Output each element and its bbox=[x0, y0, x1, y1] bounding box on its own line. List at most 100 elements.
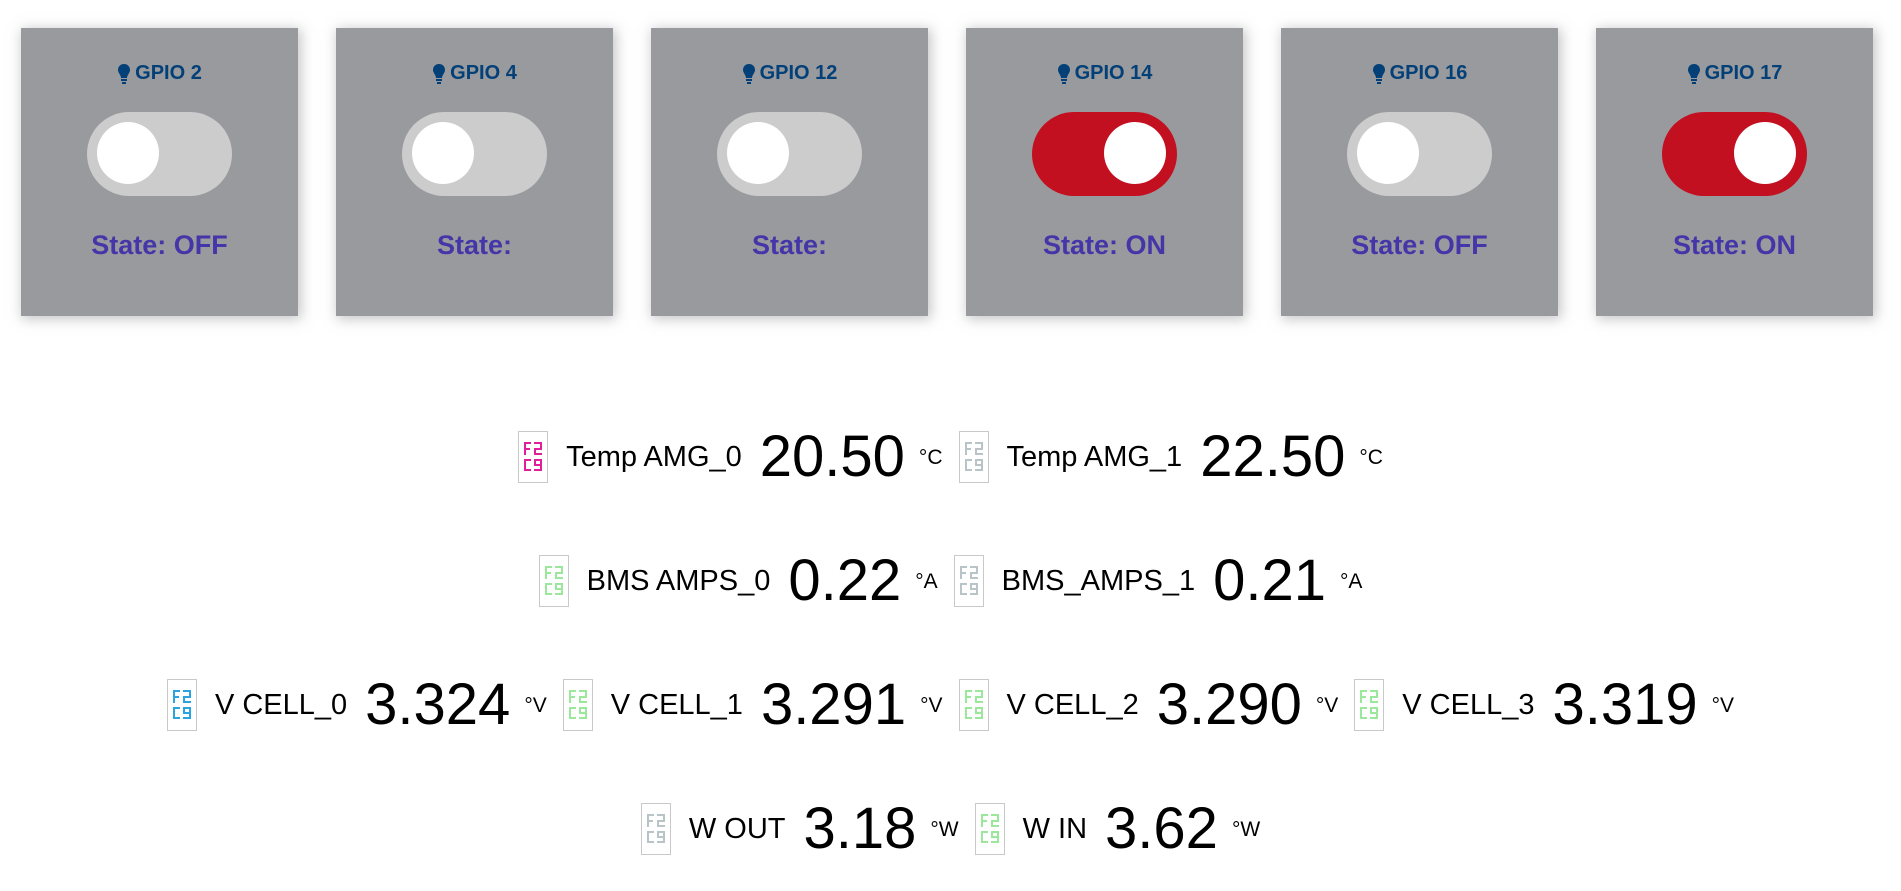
reading-value: 3.324 bbox=[365, 672, 511, 737]
reading-label: BMS_AMPS_1 bbox=[1001, 564, 1196, 597]
card-title: GPIO 17 bbox=[1596, 62, 1873, 85]
reading-label: V CELL_2 bbox=[1006, 688, 1139, 721]
sensor-glyph-icon bbox=[166, 679, 197, 731]
gpio-state: State: bbox=[436, 230, 512, 260]
sensor-glyph-icon bbox=[562, 679, 593, 731]
card-title: GPIO 2 bbox=[21, 62, 298, 85]
sensor-readings: Temp AMG_0 20.50 °C Temp AMG_1 22.50 °C BMS A… bbox=[0, 395, 1901, 891]
sensor-reading: Temp AMG_1 22.50 °C bbox=[958, 424, 1383, 489]
toggle-knob bbox=[727, 122, 789, 184]
sensor-reading: W IN 3.62 °W bbox=[974, 796, 1261, 861]
sensor-reading: V CELL_0 3.324 °V bbox=[166, 672, 547, 737]
reading-unit: °W bbox=[1231, 818, 1261, 841]
sensor-glyph-icon bbox=[640, 803, 671, 855]
toggle-knob bbox=[1357, 122, 1419, 184]
lightbulb-icon bbox=[1057, 63, 1071, 85]
gpio-card: GPIO 2 State: OFF bbox=[21, 28, 298, 316]
reading-label: Temp AMG_1 bbox=[1006, 440, 1183, 473]
temperature-row: Temp AMG_0 20.50 °C Temp AMG_1 22.50 °C bbox=[0, 395, 1901, 519]
gpio-card: GPIO 16 State: OFF bbox=[1281, 28, 1558, 316]
reading-label: V CELL_3 bbox=[1402, 688, 1535, 721]
gpio-title: GPIO 2 bbox=[135, 62, 202, 84]
sensor-reading: V CELL_1 3.291 °V bbox=[562, 672, 943, 737]
reading-unit: °V bbox=[524, 694, 547, 717]
sensor-glyph-icon bbox=[518, 431, 549, 483]
reading-value: 3.319 bbox=[1552, 672, 1698, 737]
card-title: GPIO 4 bbox=[336, 62, 613, 85]
gpio-toggle-switch[interactable] bbox=[717, 112, 862, 196]
gpio-toggle-switch[interactable] bbox=[1032, 112, 1177, 196]
sensor-glyph-icon bbox=[953, 555, 984, 607]
gpio-toggle-switch[interactable] bbox=[1347, 112, 1492, 196]
reading-unit: °C bbox=[918, 446, 943, 469]
reading-value: 3.290 bbox=[1156, 672, 1302, 737]
gpio-state: State: ON bbox=[1042, 230, 1167, 260]
reading-label: Temp AMG_0 bbox=[566, 440, 742, 473]
sensor-glyph-svg bbox=[646, 814, 665, 843]
gpio-state: State: OFF bbox=[91, 230, 228, 260]
reading-unit: °C bbox=[1359, 446, 1383, 469]
gpio-card: GPIO 4 State: bbox=[336, 28, 613, 316]
sensor-glyph-svg bbox=[568, 690, 587, 719]
gpio-toggle-switch[interactable] bbox=[402, 112, 547, 196]
card-title: GPIO 14 bbox=[966, 62, 1243, 85]
reading-value: 3.291 bbox=[760, 672, 907, 737]
lightbulb-icon bbox=[1372, 63, 1386, 85]
power-row: W OUT 3.18 °W W IN 3.62 °W bbox=[0, 767, 1901, 891]
gpio-toggle-switch[interactable] bbox=[87, 112, 232, 196]
gpio-state: State: bbox=[751, 230, 827, 260]
sensor-reading: BMS AMPS_0 0.22 °A bbox=[538, 548, 938, 613]
sensor-reading: Temp AMG_0 20.50 °C bbox=[518, 424, 943, 489]
reading-unit: °A bbox=[915, 570, 938, 593]
sensor-glyph-svg bbox=[524, 442, 543, 471]
gpio-title: GPIO 14 bbox=[1074, 62, 1153, 84]
reading-value: 0.22 bbox=[788, 548, 902, 613]
reading-value: 0.21 bbox=[1213, 548, 1326, 613]
sensor-reading: V CELL_3 3.319 °V bbox=[1354, 676, 1734, 734]
toggle-knob bbox=[1104, 122, 1166, 184]
lightbulb-icon bbox=[432, 63, 446, 85]
sensor-reading: W OUT 3.18 °W bbox=[640, 796, 959, 861]
sensor-reading: V CELL_2 3.290 °V bbox=[958, 672, 1339, 737]
reading-unit: °V bbox=[1315, 694, 1339, 717]
toggle-knob bbox=[1734, 122, 1796, 184]
sensor-glyph-svg bbox=[959, 566, 978, 595]
reading-label: V CELL_1 bbox=[610, 688, 743, 721]
sensor-glyph-icon bbox=[538, 555, 569, 607]
reading-value: 3.62 bbox=[1105, 796, 1218, 861]
reading-label: BMS AMPS_0 bbox=[586, 564, 771, 597]
sensor-reading: BMS_AMPS_1 0.21 °A bbox=[953, 548, 1363, 613]
sensor-glyph-icon bbox=[1354, 679, 1385, 731]
card-title: GPIO 12 bbox=[651, 62, 928, 85]
gpio-title: GPIO 16 bbox=[1389, 62, 1468, 84]
gpio-card: GPIO 14 State: ON bbox=[966, 28, 1243, 316]
sensor-glyph-icon bbox=[958, 431, 989, 483]
sensor-glyph-svg bbox=[1360, 690, 1379, 719]
reading-label: V CELL_0 bbox=[214, 688, 348, 721]
gpio-cards: GPIO 2 State: OFF GPIO 4 State: GPIO 12 … bbox=[21, 28, 1873, 316]
reading-unit: °V bbox=[1711, 694, 1735, 717]
reading-label: W IN bbox=[1022, 812, 1088, 845]
reading-value: 3.18 bbox=[803, 796, 917, 861]
sensor-glyph-svg bbox=[980, 814, 999, 843]
gpio-title: GPIO 12 bbox=[759, 62, 838, 84]
sensor-glyph-svg bbox=[964, 442, 983, 471]
card-title: GPIO 16 bbox=[1281, 62, 1558, 85]
lightbulb-icon bbox=[117, 63, 131, 85]
reading-unit: °A bbox=[1339, 570, 1363, 593]
toggle-knob bbox=[412, 122, 474, 184]
sensor-glyph-icon bbox=[958, 679, 989, 731]
gpio-title: GPIO 4 bbox=[450, 62, 517, 84]
lightbulb-icon bbox=[742, 63, 756, 85]
gpio-toggle-switch[interactable] bbox=[1662, 112, 1807, 196]
reading-value: 20.50 bbox=[759, 424, 905, 489]
gpio-state: State: ON bbox=[1672, 230, 1797, 260]
amps-row: BMS AMPS_0 0.22 °A BMS_AMPS_1 0.21 °A bbox=[0, 519, 1901, 643]
gpio-state: State: OFF bbox=[1351, 230, 1488, 260]
reading-value: 22.50 bbox=[1200, 424, 1346, 489]
reading-unit: °W bbox=[930, 818, 959, 841]
sensor-glyph-icon bbox=[974, 803, 1005, 855]
sensor-glyph-svg bbox=[544, 566, 563, 595]
reading-label: W OUT bbox=[688, 812, 786, 845]
gpio-card: GPIO 17 State: ON bbox=[1596, 28, 1873, 316]
